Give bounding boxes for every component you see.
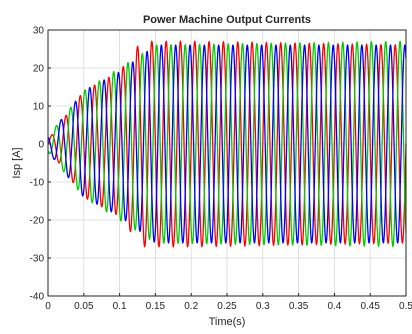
x-tick-label: 0.1 [113, 301, 127, 312]
y-tick-label: -30 [30, 254, 45, 265]
x-tick-label: 0.25 [217, 301, 237, 312]
series-line-1 [47, 40, 407, 248]
series-line-2 [47, 40, 407, 248]
y-tick-label: 10 [33, 102, 45, 113]
x-tick-label: 0.5 [399, 301, 412, 312]
x-tick-label: 0.35 [289, 301, 309, 312]
series-line-3 [47, 44, 407, 244]
y-axis-label: Isp [A] [11, 147, 23, 178]
x-tick-label: 0.3 [256, 301, 270, 312]
series-layer [47, 40, 407, 248]
x-tick-label: 0.15 [146, 301, 166, 312]
x-tick-label: 0.2 [184, 301, 198, 312]
y-tick-label: 20 [33, 64, 45, 75]
chart-title: Power Machine Output Currents [143, 14, 311, 26]
y-tick-label: 30 [33, 26, 45, 37]
x-tick-label: 0.45 [360, 301, 380, 312]
x-tick-label: 0.05 [74, 301, 94, 312]
y-tick-label: 0 [38, 140, 44, 151]
x-tick-label: 0 [45, 301, 51, 312]
x-tick-label: 0.4 [327, 301, 341, 312]
x-axis-label: Time(s) [209, 316, 246, 328]
tick-layer: 0 0.05 0.1 0.15 0.2 0.25 0.3 0.35 0.4 0.45 0.5 -40 -… [30, 26, 412, 313]
y-tick-label: -10 [30, 178, 45, 189]
y-tick-label: -20 [30, 216, 45, 227]
y-tick-label: -40 [30, 292, 45, 303]
